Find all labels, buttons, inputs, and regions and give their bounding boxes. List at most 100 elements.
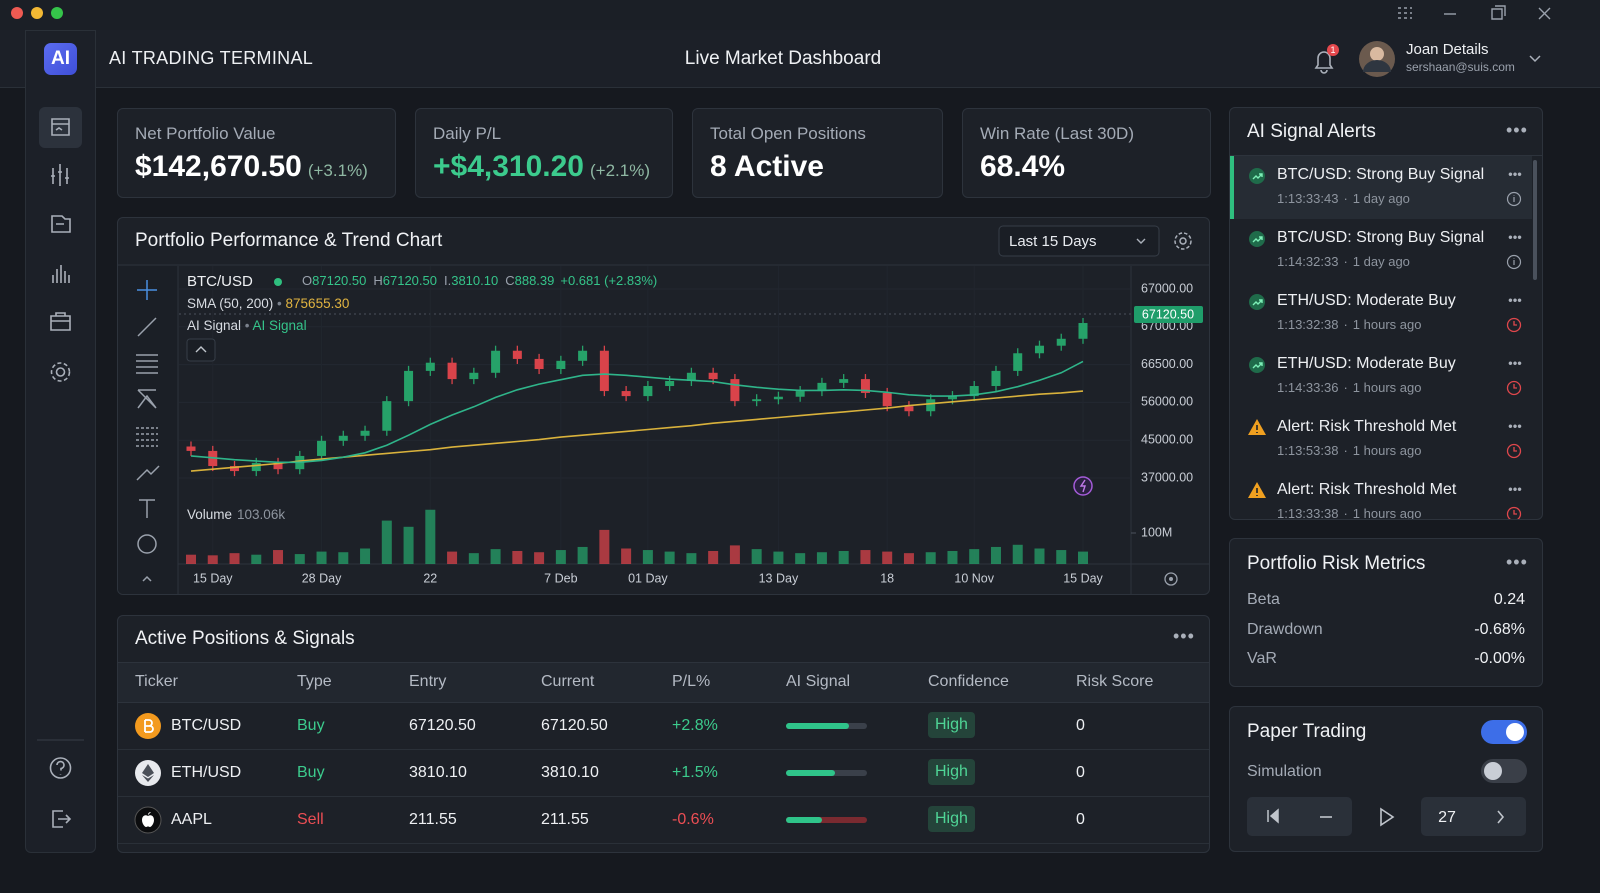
kpi-value-text: +$4,310.20 xyxy=(433,150,584,183)
toolbar-collapse[interactable] xyxy=(142,575,152,582)
risk-value: -0.00% xyxy=(1474,650,1525,667)
alert-title: Alert: Risk Threshold Met xyxy=(1277,418,1457,435)
position-row[interactable]: AAPL Sell 211.55 211.55 -0.6% 0 High xyxy=(118,797,1209,844)
kpi-label: Net Portfolio Value xyxy=(135,124,276,143)
candle-body xyxy=(621,391,631,397)
candle-body xyxy=(317,440,327,456)
candle-body xyxy=(686,372,696,381)
alert-item[interactable]: ••• Alert: Risk Threshold Met 1:13:33:38 · 1… xyxy=(1230,471,1532,520)
separator: · xyxy=(1343,380,1348,395)
play-button[interactable] xyxy=(1380,807,1395,827)
alert-item[interactable]: ••• BTC/USD: Strong Buy Signal 1:13:33:43 ·… xyxy=(1230,156,1532,219)
avatar-face xyxy=(1370,47,1384,61)
scrollbar[interactable] xyxy=(1533,160,1537,280)
column-header: Ticker xyxy=(135,673,178,690)
alert-title: BTC/USD: Strong Buy Signal xyxy=(1277,166,1485,183)
volume-bar xyxy=(273,550,284,564)
time-axis-settings[interactable] xyxy=(1164,572,1178,586)
alert-ago: 1 day ago xyxy=(1352,191,1410,206)
nav-help[interactable] xyxy=(49,757,72,779)
candle-body xyxy=(447,362,457,380)
ohlc-key: H xyxy=(373,273,382,288)
candle-body xyxy=(404,370,414,402)
step-forward-button[interactable] xyxy=(1497,810,1505,824)
alert-icon xyxy=(1249,168,1265,184)
volume-bar xyxy=(1078,551,1088,564)
column-header: Type xyxy=(297,673,332,690)
user-menu-chevron[interactable] xyxy=(1529,55,1541,63)
alert-menu: ••• xyxy=(1508,481,1522,496)
nav-logout[interactable] xyxy=(52,810,72,828)
close-dot[interactable] xyxy=(11,7,23,19)
alert-item[interactable]: ••• Alert: Risk Threshold Met 1:13:53:38 · 1… xyxy=(1230,408,1532,471)
candle-body xyxy=(599,350,609,392)
tool-emoji[interactable] xyxy=(137,534,157,554)
signal-bar xyxy=(786,817,823,823)
current: 3810.10 xyxy=(541,764,599,781)
range-dropdown[interactable] xyxy=(998,225,1160,257)
alert-ago: 1 hours ago xyxy=(1352,317,1422,332)
minimize-dot[interactable] xyxy=(31,7,43,19)
volume-bar xyxy=(642,550,653,564)
legend-collapse[interactable] xyxy=(186,338,216,362)
candle-body xyxy=(251,462,261,472)
position-row[interactable]: ETH/USD Buy 3810.10 3810.10 +1.5% 0 High xyxy=(118,750,1209,797)
bell-icon[interactable] xyxy=(1314,51,1334,74)
grid-icon[interactable] xyxy=(1398,7,1412,19)
close-icon[interactable] xyxy=(1538,7,1551,20)
tool-channel[interactable] xyxy=(136,354,158,374)
sidebar-active-bg xyxy=(39,107,82,148)
pl: +1.5% xyxy=(672,764,718,781)
restore-icon[interactable] xyxy=(1491,5,1506,20)
tool-brush[interactable] xyxy=(136,465,160,481)
volume-bar xyxy=(1056,550,1067,564)
rewind-button[interactable] xyxy=(1267,808,1279,824)
volume-bar xyxy=(751,549,762,564)
volume-bar xyxy=(947,550,958,564)
positions-menu[interactable]: ••• xyxy=(1173,626,1195,646)
x-tick-label: 01 Day xyxy=(628,571,668,585)
column-header: Risk Score xyxy=(1076,673,1154,690)
kpi-value-text: $142,670.50 xyxy=(135,150,302,183)
candle-body xyxy=(186,446,196,451)
nav-settings-gear[interactable] xyxy=(50,362,71,382)
volume-bar xyxy=(555,550,566,564)
nav-files[interactable] xyxy=(51,215,71,233)
tool-line[interactable] xyxy=(137,317,157,337)
alert-item[interactable]: ••• ETH/USD: Moderate Buy 1:14:33:36 · 1 hou… xyxy=(1230,345,1532,408)
candle-body xyxy=(882,392,892,407)
nav-trading[interactable] xyxy=(51,164,69,186)
chart-settings[interactable] xyxy=(1174,232,1192,250)
logo[interactable]: AI xyxy=(44,43,77,75)
alerts-menu[interactable]: ••• xyxy=(1506,120,1528,140)
position-row[interactable]: BTC/USD Buy 67120.50 67120.50 +2.8% 0 High xyxy=(118,703,1209,750)
risk-menu[interactable]: ••• xyxy=(1506,552,1528,572)
chart-panel: Portfolio Performance & Trend Chart Last… xyxy=(117,217,1210,595)
zoom-dot[interactable] xyxy=(51,7,63,19)
alert-icon xyxy=(1249,294,1265,310)
nav-settings[interactable] xyxy=(55,367,66,377)
nav-dashboard[interactable] xyxy=(51,118,70,136)
alert-item[interactable]: ••• BTC/USD: Strong Buy Signal 1:14:32:33 ·… xyxy=(1230,219,1532,282)
alert-time: 1:13:33:38 xyxy=(1277,506,1339,520)
user-email: sershaan@suis.com xyxy=(1406,60,1515,74)
step-controls xyxy=(1247,797,1352,836)
sma-value: 875655.30 xyxy=(286,296,350,311)
chart: Portfolio Performance & Trend Chart Last… xyxy=(118,225,1209,594)
nav-portfolio[interactable] xyxy=(50,312,71,331)
nav-analytics[interactable] xyxy=(52,265,70,283)
ticker: AAPL xyxy=(171,811,212,828)
risk-label: VaR xyxy=(1247,650,1277,667)
alert-item[interactable]: ••• ETH/USD: Moderate Buy 1:13:32:38 · 1 hou… xyxy=(1230,282,1532,345)
kpi-card: Total Open Positions 8 Active xyxy=(692,108,943,198)
alert-menu: ••• xyxy=(1508,229,1522,244)
candle-body xyxy=(512,350,522,359)
tool-crosshair[interactable] xyxy=(137,280,157,300)
tool-fib[interactable] xyxy=(136,427,158,447)
kpi-card: Daily P/L +$4,310.20 (+2.1%) xyxy=(415,108,673,198)
candle-body xyxy=(273,462,283,470)
pl: -0.6% xyxy=(672,811,714,828)
tool-pattern[interactable] xyxy=(137,389,157,409)
tool-text[interactable] xyxy=(139,499,155,518)
